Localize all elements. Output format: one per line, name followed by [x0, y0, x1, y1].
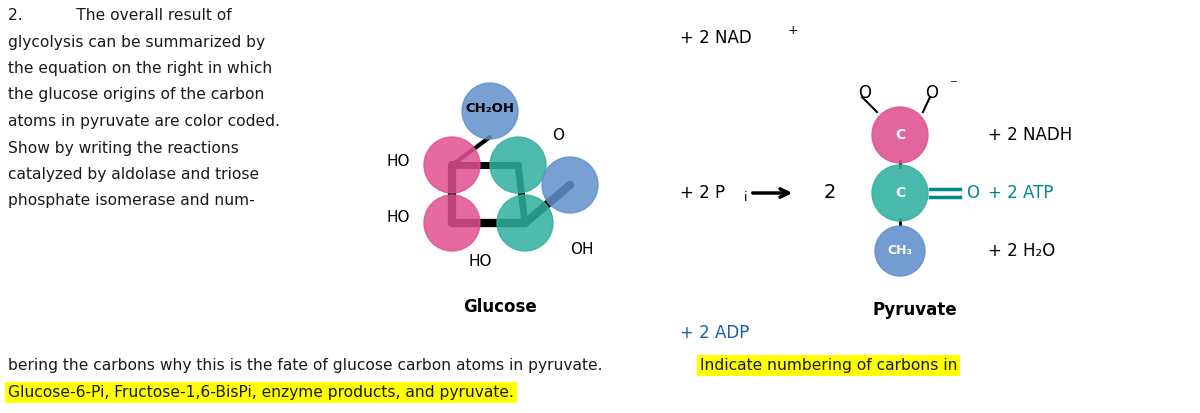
Text: the glucose origins of the carbon: the glucose origins of the carbon: [8, 88, 264, 102]
Circle shape: [542, 157, 598, 213]
Text: Glucose: Glucose: [463, 298, 536, 316]
Circle shape: [490, 137, 546, 193]
Text: i: i: [744, 191, 748, 204]
Text: + 2 ADP: + 2 ADP: [680, 324, 749, 342]
Text: 2: 2: [824, 183, 836, 202]
Text: CH₃: CH₃: [888, 244, 912, 257]
Text: 2.           The overall result of: 2. The overall result of: [8, 8, 232, 23]
Text: bering the carbons why this is the fate of glucose carbon atoms in pyruvate.: bering the carbons why this is the fate …: [8, 358, 602, 373]
Text: + 2 H₂O: + 2 H₂O: [988, 242, 1055, 260]
Text: + 2 NAD: + 2 NAD: [680, 29, 751, 47]
Text: phosphate isomerase and num-: phosphate isomerase and num-: [8, 194, 254, 209]
Text: HO: HO: [386, 154, 410, 169]
Text: catalyzed by aldolase and triose: catalyzed by aldolase and triose: [8, 167, 259, 182]
Circle shape: [424, 195, 480, 251]
Text: + 2 ATP: + 2 ATP: [988, 184, 1054, 202]
Text: Show by writing the reactions: Show by writing the reactions: [8, 140, 239, 156]
Text: + 2 NADH: + 2 NADH: [988, 126, 1073, 144]
Text: Glucose-6-Pi, Fructose-1,6-BisPi, enzyme products, and pyruvate.: Glucose-6-Pi, Fructose-1,6-BisPi, enzyme…: [8, 385, 514, 400]
Text: C: C: [895, 128, 905, 142]
Circle shape: [875, 226, 925, 276]
Circle shape: [462, 83, 518, 139]
Circle shape: [424, 137, 480, 193]
Text: O: O: [925, 84, 938, 102]
Text: +: +: [788, 24, 799, 36]
Text: glycolysis can be summarized by: glycolysis can be summarized by: [8, 35, 265, 50]
Text: C: C: [895, 186, 905, 200]
Text: Pyruvate: Pyruvate: [872, 301, 958, 319]
Text: atoms in pyruvate are color coded.: atoms in pyruvate are color coded.: [8, 114, 280, 129]
Text: HO: HO: [386, 209, 410, 225]
Text: Indicate numbering of carbons in: Indicate numbering of carbons in: [700, 358, 958, 373]
Text: CH₂OH: CH₂OH: [466, 102, 515, 116]
Text: O: O: [552, 128, 564, 142]
Text: + 2 P: + 2 P: [680, 184, 725, 202]
Text: ⁻: ⁻: [950, 78, 958, 93]
Text: HO: HO: [468, 254, 492, 268]
Text: O: O: [858, 84, 871, 102]
Circle shape: [497, 195, 553, 251]
Circle shape: [872, 107, 928, 163]
Text: the equation on the right in which: the equation on the right in which: [8, 61, 272, 76]
Text: O: O: [966, 184, 979, 202]
Text: OH: OH: [570, 242, 594, 256]
Circle shape: [872, 165, 928, 221]
